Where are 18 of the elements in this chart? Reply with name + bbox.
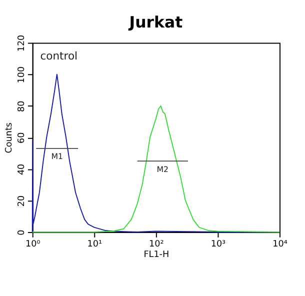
x-tick-label: 10³: [210, 239, 226, 250]
x-tick-label: 10²: [149, 239, 164, 250]
annotation: M2: [156, 164, 169, 174]
x-tick-label: 10⁰: [25, 239, 41, 250]
annotation: control: [40, 49, 78, 62]
y-tick-label: 100: [17, 66, 28, 84]
y-tick-label: 40: [17, 163, 28, 176]
y-tick-label: 20: [17, 194, 28, 207]
x-axis-title: FL1-H: [144, 250, 170, 260]
y-tick-label: 120: [17, 34, 28, 52]
chart-title: Jurkat: [128, 12, 184, 32]
x-tick-label: 10⁴: [272, 239, 288, 250]
y-axis-title: Counts: [4, 122, 14, 154]
y-tick-label: 60: [17, 132, 28, 144]
x-tick-label: 10¹: [87, 239, 102, 250]
y-tick-label: 0: [17, 229, 28, 236]
y-tick-label: 80: [17, 100, 28, 112]
annotation: M1: [51, 152, 63, 162]
